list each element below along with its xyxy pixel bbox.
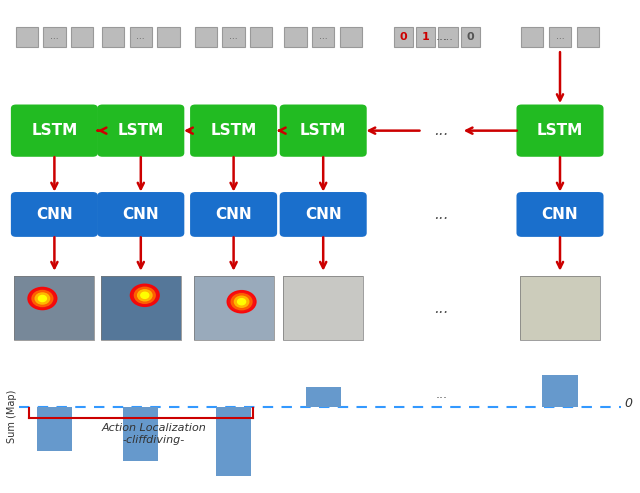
Bar <box>306 387 340 407</box>
FancyBboxPatch shape <box>280 105 367 157</box>
Bar <box>549 27 571 47</box>
Text: 0: 0 <box>467 32 474 42</box>
Text: CNN: CNN <box>541 207 579 222</box>
Bar <box>312 27 334 47</box>
Bar <box>37 407 72 451</box>
Text: ...: ... <box>556 33 564 41</box>
Text: CNN: CNN <box>305 207 342 222</box>
FancyBboxPatch shape <box>516 105 604 157</box>
Circle shape <box>38 295 47 302</box>
Bar <box>543 375 578 407</box>
Bar <box>461 27 480 47</box>
Bar <box>216 407 251 476</box>
Bar <box>283 276 364 340</box>
Circle shape <box>134 287 156 303</box>
Bar <box>15 276 95 340</box>
FancyBboxPatch shape <box>11 105 98 157</box>
Bar <box>416 27 435 47</box>
Text: ...: ... <box>435 301 449 316</box>
Text: ...: ... <box>435 207 449 222</box>
Text: ...: ... <box>136 33 145 41</box>
Bar <box>521 27 543 47</box>
Text: LSTM: LSTM <box>537 123 583 138</box>
Bar <box>283 276 364 340</box>
Bar <box>195 27 217 47</box>
FancyBboxPatch shape <box>190 192 277 237</box>
Bar <box>101 276 180 340</box>
FancyBboxPatch shape <box>280 192 367 237</box>
Circle shape <box>28 287 57 310</box>
Text: ...: ... <box>229 33 238 41</box>
Text: 0: 0 <box>624 397 632 410</box>
Circle shape <box>234 296 249 307</box>
Circle shape <box>131 284 159 306</box>
Text: CNN: CNN <box>122 207 159 222</box>
Circle shape <box>35 293 50 304</box>
Text: LSTM: LSTM <box>300 123 346 138</box>
Text: ...: ... <box>435 123 449 138</box>
Text: CNN: CNN <box>215 207 252 222</box>
Bar <box>44 27 65 47</box>
Text: Action Localization
-cliffdiving-: Action Localization -cliffdiving- <box>101 423 206 445</box>
Text: LSTM: LSTM <box>211 123 257 138</box>
Bar <box>340 27 362 47</box>
Bar <box>123 407 159 461</box>
Bar <box>223 27 244 47</box>
FancyBboxPatch shape <box>97 192 184 237</box>
Bar <box>193 276 274 340</box>
FancyBboxPatch shape <box>516 192 604 237</box>
Circle shape <box>141 292 149 298</box>
Circle shape <box>237 299 246 305</box>
Bar <box>520 276 600 340</box>
Bar <box>193 276 274 340</box>
Bar <box>102 27 124 47</box>
Circle shape <box>138 290 152 301</box>
FancyBboxPatch shape <box>190 105 277 157</box>
Text: ...: ... <box>436 31 447 43</box>
Bar <box>15 276 95 340</box>
Bar <box>130 27 152 47</box>
Circle shape <box>227 291 256 313</box>
Circle shape <box>32 290 53 307</box>
Bar <box>577 27 599 47</box>
Text: LSTM: LSTM <box>31 123 77 138</box>
Circle shape <box>231 294 252 310</box>
Text: LSTM: LSTM <box>118 123 164 138</box>
Bar <box>71 27 93 47</box>
Bar <box>394 27 413 47</box>
Bar <box>284 27 307 47</box>
Text: ...: ... <box>319 33 328 41</box>
Text: ...: ... <box>50 33 59 41</box>
Text: ...: ... <box>443 32 453 42</box>
Bar <box>101 276 180 340</box>
Bar <box>157 27 180 47</box>
FancyBboxPatch shape <box>11 192 98 237</box>
Text: 1: 1 <box>422 32 429 42</box>
Text: ...: ... <box>436 388 447 401</box>
Bar <box>438 27 458 47</box>
Text: 0: 0 <box>399 32 407 42</box>
Bar <box>520 276 600 340</box>
FancyBboxPatch shape <box>97 105 184 157</box>
Bar <box>15 27 38 47</box>
Text: Sum (Map): Sum (Map) <box>6 390 17 443</box>
Text: CNN: CNN <box>36 207 73 222</box>
Bar <box>250 27 273 47</box>
